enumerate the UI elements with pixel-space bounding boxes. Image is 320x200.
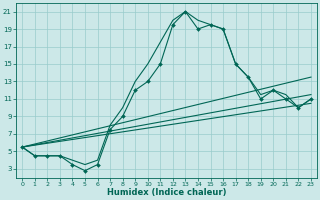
X-axis label: Humidex (Indice chaleur): Humidex (Indice chaleur): [107, 188, 226, 197]
